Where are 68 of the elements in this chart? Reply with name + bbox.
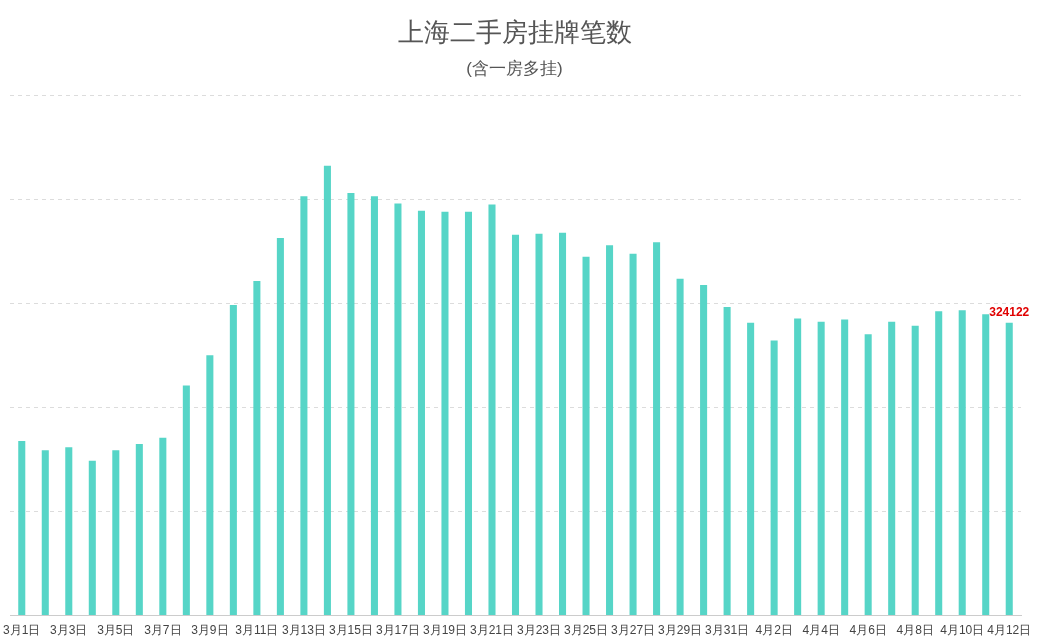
bar xyxy=(41,450,49,616)
x-tick-label: 4月10日 xyxy=(940,623,985,638)
bar xyxy=(253,280,261,616)
bar xyxy=(700,285,708,616)
bar xyxy=(629,253,637,616)
x-tick-label: 3月13日 xyxy=(281,623,326,638)
bar xyxy=(723,307,731,616)
bar xyxy=(676,278,684,616)
bar xyxy=(1005,322,1013,616)
x-tick-label: 3月9日 xyxy=(191,623,229,638)
bar xyxy=(911,325,919,616)
bar xyxy=(182,385,190,616)
x-tick-label: 4月12日 xyxy=(987,623,1032,638)
bar xyxy=(65,447,73,616)
bar xyxy=(441,211,449,616)
x-tick-label: 4月2日 xyxy=(755,623,793,638)
bar xyxy=(206,355,214,616)
x-tick-label: 3月5日 xyxy=(97,623,135,638)
bar xyxy=(417,210,425,616)
x-tick-label: 3月29日 xyxy=(658,623,703,638)
bar xyxy=(300,196,308,616)
bar xyxy=(323,165,331,616)
x-tick-label: 3月17日 xyxy=(375,623,420,638)
x-tick-label: 4月4日 xyxy=(802,623,840,638)
x-tick-label: 3月27日 xyxy=(611,623,656,638)
bar xyxy=(982,314,990,616)
bar xyxy=(535,233,543,616)
bar xyxy=(511,234,520,616)
bar xyxy=(841,319,849,616)
bar xyxy=(276,237,284,616)
bar xyxy=(582,256,590,616)
bar xyxy=(559,232,567,616)
bar xyxy=(770,340,778,616)
bar xyxy=(653,242,661,616)
x-tick-label: 3月11日 xyxy=(235,623,279,638)
x-tick-label: 4月6日 xyxy=(849,623,887,638)
bar xyxy=(606,245,614,616)
x-tick-label: 3月7日 xyxy=(144,623,182,638)
bar xyxy=(747,322,755,616)
data-label: 324122 xyxy=(989,305,1030,320)
bar xyxy=(888,321,896,616)
x-tick-label: 4月8日 xyxy=(896,623,934,638)
bar xyxy=(935,311,943,616)
chart-subtitle: (含一房多挂) xyxy=(466,59,563,79)
bar xyxy=(488,204,496,616)
bar xyxy=(88,460,96,616)
chart-title: 上海二手房挂牌笔数 xyxy=(397,16,632,47)
x-tick-label: 3月15日 xyxy=(328,623,373,638)
bar xyxy=(159,437,167,616)
x-tick-label: 3月31日 xyxy=(705,623,750,638)
bar xyxy=(394,203,402,616)
x-tick-label: 3月19日 xyxy=(422,623,467,638)
x-tick-label: 3月3日 xyxy=(50,623,88,638)
bar xyxy=(370,196,378,616)
x-tick-label: 3月21日 xyxy=(469,623,515,638)
x-tick-label: 3月25日 xyxy=(564,623,609,638)
x-tick-label: 3月23日 xyxy=(517,623,562,638)
bar xyxy=(464,211,473,616)
bar xyxy=(958,310,966,616)
bar xyxy=(112,450,120,616)
bar xyxy=(229,304,237,616)
bar xyxy=(18,440,26,616)
bar xyxy=(794,318,802,616)
bar xyxy=(864,334,872,616)
bar xyxy=(817,321,825,616)
bar xyxy=(347,192,355,616)
bar xyxy=(135,444,143,616)
x-tick-label: 3月1日 xyxy=(3,623,41,638)
